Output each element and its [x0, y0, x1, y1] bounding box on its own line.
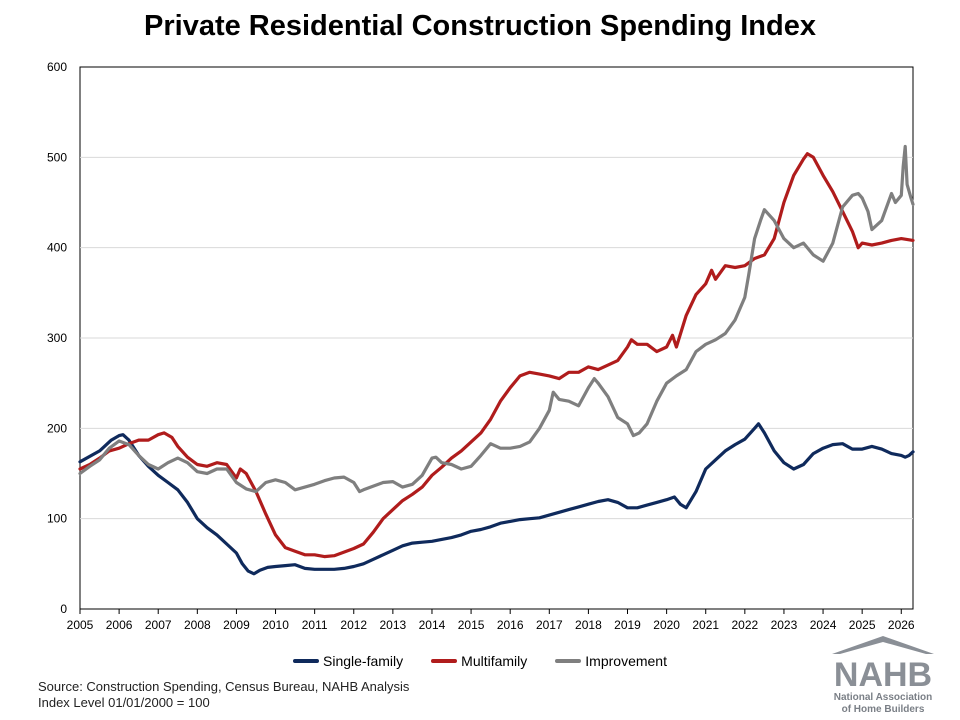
logo-roof-icon — [832, 636, 934, 654]
x-tick-label: 2012 — [340, 618, 367, 632]
x-tick-label: 2006 — [106, 618, 133, 632]
x-tick-label: 2024 — [810, 618, 837, 632]
y-tick-label: 100 — [47, 512, 67, 526]
legend-item-multifamily: Multifamily — [431, 653, 527, 669]
x-axis-ticks: 2005 2006 2007 2008 2009 2010 2011 2012 2013 2014… — [67, 609, 915, 632]
legend-label: Single-family — [323, 653, 404, 669]
x-tick-label: 2025 — [849, 618, 876, 632]
series-line-improvement — [78, 144, 915, 494]
y-tick-label: 500 — [47, 150, 67, 164]
nahb-logo: NAHB National Association of Home Builde… — [832, 636, 934, 715]
y-tick-label: 600 — [47, 60, 67, 74]
x-tick-label: 2023 — [771, 618, 798, 632]
chart-title: Private Residential Construction Spendin… — [144, 10, 816, 42]
x-tick-label: 2005 — [67, 618, 94, 632]
x-tick-label: 2008 — [184, 618, 211, 632]
logo-wordmark: NAHB — [834, 656, 932, 694]
x-tick-label: 2007 — [145, 618, 172, 632]
legend-swatch — [293, 659, 320, 663]
legend-swatch — [431, 659, 458, 663]
series-line-multifamily — [78, 152, 915, 559]
legend-label: Improvement — [585, 653, 667, 669]
x-tick-label: 2017 — [536, 618, 563, 632]
y-tick-label: 0 — [60, 602, 67, 616]
source-line: Source: Construction Spending, Census Bu… — [38, 679, 410, 694]
legend: Single-family Multifamily Improvement — [0, 653, 960, 669]
index-note: Index Level 01/01/2000 = 100 — [38, 695, 210, 710]
x-tick-label: 2013 — [380, 618, 407, 632]
x-tick-label: 2018 — [575, 618, 602, 632]
source-note: Source: Construction Spending, Census Bu… — [38, 679, 409, 711]
x-tick-label: 2016 — [497, 618, 524, 632]
logo-subtitle-2: of Home Builders — [842, 704, 925, 715]
x-tick-label: 2014 — [419, 618, 446, 632]
x-tick-label: 2022 — [731, 618, 758, 632]
gridlines — [80, 156, 913, 520]
legend-label: Multifamily — [461, 653, 528, 669]
x-tick-label: 2011 — [302, 618, 328, 632]
series-line-single-family — [78, 422, 915, 576]
x-tick-label: 2009 — [223, 618, 250, 632]
legend-item-improvement: Improvement — [555, 653, 667, 669]
logo-subtitle-1: National Association — [834, 692, 933, 703]
legend-swatch — [555, 659, 582, 663]
y-tick-label: 200 — [47, 421, 67, 435]
x-tick-label: 2010 — [262, 618, 289, 632]
legend-item-single-family: Single-family — [293, 653, 403, 669]
x-tick-label: 2020 — [653, 618, 680, 632]
x-tick-label: 2015 — [458, 618, 485, 632]
x-tick-label: 2019 — [614, 618, 641, 632]
y-tick-label: 300 — [47, 331, 67, 345]
y-tick-label: 400 — [47, 241, 67, 255]
y-axis-ticks: 0 100 200 300 400 500 600 — [47, 60, 67, 616]
series-lines — [78, 144, 915, 576]
x-tick-label: 2021 — [692, 618, 719, 632]
x-tick-label: 2026 — [888, 618, 915, 632]
